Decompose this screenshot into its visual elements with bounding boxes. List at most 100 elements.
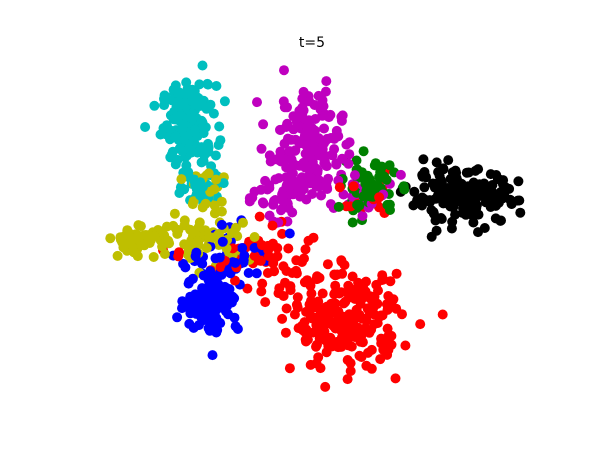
- scatter-point: [357, 337, 368, 348]
- scatter-point: [417, 171, 428, 182]
- scatter-point: [391, 303, 402, 314]
- scatter-point: [238, 217, 248, 228]
- scatter-point: [320, 86, 331, 97]
- scatter-point: [285, 282, 296, 293]
- scatter-point: [436, 213, 446, 223]
- scatter-point: [297, 257, 307, 267]
- scatter-point: [330, 270, 341, 281]
- scatter-point: [260, 297, 271, 308]
- scatter-point: [183, 143, 194, 154]
- scatter-point: [274, 283, 285, 294]
- scatter-point: [112, 250, 123, 261]
- scatter-point: [280, 327, 291, 338]
- scatter-point: [333, 131, 344, 142]
- scatter-point: [473, 227, 483, 238]
- scatter-point: [159, 249, 170, 259]
- scatter-point: [135, 221, 146, 232]
- scatter-point: [281, 180, 292, 191]
- scatter-point: [279, 102, 290, 113]
- scatter-point: [203, 283, 214, 293]
- scatter-point: [378, 344, 389, 355]
- scatter-point: [179, 184, 190, 195]
- scatter-point: [283, 243, 294, 254]
- scatter-point: [210, 150, 221, 161]
- scatter-point: [515, 207, 526, 218]
- scatter-point: [281, 266, 292, 276]
- scatter-point: [244, 193, 255, 204]
- scatter-point: [322, 259, 333, 270]
- scatter-point: [158, 123, 169, 134]
- scatter-point: [321, 177, 332, 188]
- scatter-point: [168, 220, 179, 231]
- scatter-point: [344, 137, 355, 148]
- scatter-point: [193, 222, 204, 233]
- scatter-point: [374, 202, 385, 213]
- scatter-point: [383, 291, 394, 301]
- scatter-point: [300, 327, 311, 338]
- scatter-point: [117, 237, 128, 248]
- scatter-point: [395, 169, 406, 180]
- scatter-point: [431, 157, 442, 168]
- points-layer: [105, 60, 526, 392]
- scatter-point: [349, 170, 360, 181]
- scatter-point: [484, 184, 495, 195]
- scatter-point: [384, 160, 395, 171]
- scatter-point: [378, 274, 389, 285]
- scatter-point: [369, 160, 380, 171]
- scatter-point: [216, 219, 227, 230]
- scatter-point: [183, 167, 194, 178]
- scatter-point: [168, 84, 179, 95]
- scatter-point: [306, 288, 317, 299]
- scatter-point: [318, 101, 329, 112]
- scatter-point: [212, 295, 223, 306]
- scatter-point: [284, 146, 295, 157]
- scatter-point: [300, 334, 311, 345]
- scatter-point: [355, 285, 366, 296]
- scatter-point: [361, 276, 371, 287]
- scatter-point: [418, 154, 429, 165]
- scatter-point: [495, 215, 506, 226]
- scatter-point: [198, 305, 209, 315]
- scatter-point: [313, 296, 324, 307]
- scatter-point: [190, 125, 200, 135]
- scatter-point: [313, 175, 324, 186]
- scatter-point: [331, 337, 342, 347]
- scatter-point: [211, 174, 221, 185]
- scatter-point: [256, 143, 267, 154]
- scatter-point: [308, 131, 319, 142]
- scatter-point: [267, 220, 278, 231]
- scatter-point: [303, 148, 314, 159]
- scatter-point: [307, 189, 318, 199]
- scatter-point: [366, 344, 377, 355]
- scatter-point: [385, 205, 395, 215]
- scatter-point: [371, 279, 382, 290]
- scatter-point: [386, 330, 397, 341]
- scatter-point: [342, 374, 353, 385]
- scatter-point: [304, 96, 315, 107]
- scatter-point: [284, 228, 295, 239]
- scatter-point: [264, 210, 275, 221]
- scatter-point: [197, 202, 208, 213]
- scatter-point: [201, 243, 212, 253]
- scatter-point: [349, 310, 360, 321]
- scatter-point: [278, 291, 289, 301]
- scatter-point: [275, 125, 286, 135]
- scatter-point: [300, 162, 311, 173]
- scatter-point: [139, 240, 150, 251]
- scatter-point: [255, 255, 266, 266]
- scatter-point: [417, 200, 427, 211]
- scatter-point: [345, 366, 356, 376]
- scatter-point: [275, 156, 286, 167]
- scatter-point: [374, 192, 385, 203]
- scatter-point: [211, 81, 222, 91]
- scatter-point: [196, 115, 207, 126]
- scatter-point: [281, 303, 292, 314]
- scatter-point: [262, 268, 273, 278]
- scatter-point: [209, 200, 220, 211]
- scatter-point: [256, 184, 266, 195]
- scatter-point: [176, 98, 187, 109]
- scatter-point: [219, 96, 230, 107]
- scatter-point: [172, 154, 183, 165]
- scatter-point: [302, 115, 313, 126]
- scatter-point: [358, 146, 369, 157]
